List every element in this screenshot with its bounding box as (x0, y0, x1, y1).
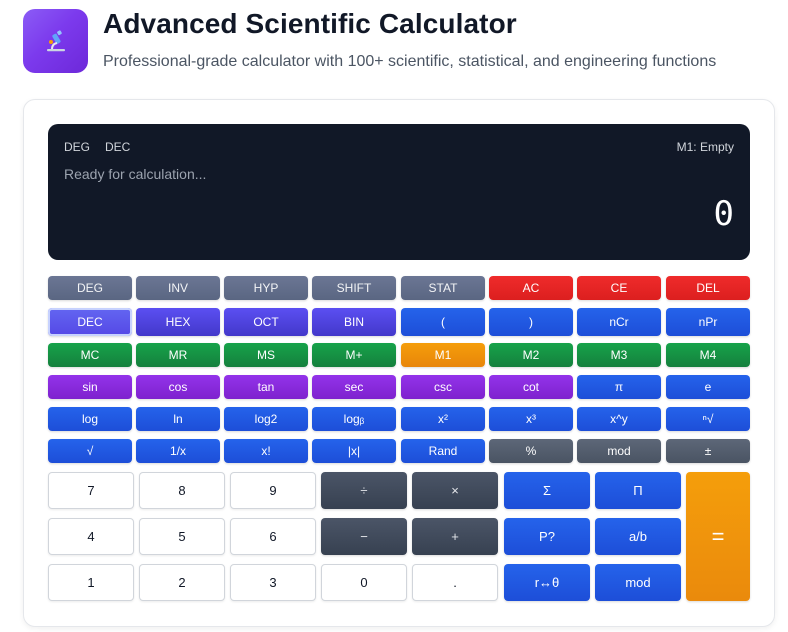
digit-7-button[interactable]: 7 (48, 472, 134, 509)
log2-button[interactable]: log2 (224, 407, 308, 431)
cos-button[interactable]: cos (136, 375, 220, 399)
page-title: Advanced Scientific Calculator (103, 8, 517, 39)
npr-button[interactable]: nPr (666, 308, 750, 336)
page-subtitle: Professional-grade calculator with 100+ … (103, 53, 717, 70)
digit-4-button[interactable]: 4 (48, 518, 134, 555)
digit-2-button[interactable]: 2 (139, 564, 225, 601)
inv-button[interactable]: INV (136, 276, 220, 300)
mod-button[interactable]: mod (577, 439, 661, 463)
tan-button[interactable]: tan (224, 375, 308, 399)
product-button[interactable]: Π (595, 472, 681, 509)
factorial-button[interactable]: x! (224, 439, 308, 463)
sin-button[interactable]: sin (48, 375, 132, 399)
digit-0-button[interactable]: 0 (321, 564, 407, 601)
sqrt-button[interactable]: √ (48, 439, 132, 463)
microscope-icon (43, 28, 69, 54)
memory-store-button[interactable]: MS (224, 343, 308, 367)
result-value: 0 (713, 194, 734, 234)
memory-slot-1-button[interactable]: M1 (401, 343, 485, 367)
all-clear-button[interactable]: AC (489, 276, 573, 300)
clear-entry-button[interactable]: CE (577, 276, 661, 300)
close-paren-button[interactable]: ) (489, 308, 573, 336)
digit-3-button[interactable]: 3 (230, 564, 316, 601)
app-logo (23, 9, 88, 73)
dec-base-button[interactable]: DEC (48, 308, 132, 336)
deg-mode-button[interactable]: DEG (48, 276, 132, 300)
fraction-button[interactable]: a/b (595, 518, 681, 555)
oct-base-button[interactable]: OCT (224, 308, 308, 336)
csc-button[interactable]: csc (401, 375, 485, 399)
cube-button[interactable]: x³ (489, 407, 573, 431)
percent-button[interactable]: % (489, 439, 573, 463)
calculator-display: DEG DEC M1: Empty Ready for calculation.… (48, 124, 750, 260)
prime-check-button[interactable]: P? (504, 518, 590, 555)
abs-button[interactable]: |x| (312, 439, 396, 463)
delete-button[interactable]: DEL (666, 276, 750, 300)
modulo-key-button[interactable]: mod (595, 564, 681, 601)
memory-slot-3-button[interactable]: M3 (577, 343, 661, 367)
memory-slot-4-button[interactable]: M4 (666, 343, 750, 367)
decimal-point-button[interactable]: . (412, 564, 498, 601)
digit-5-button[interactable]: 5 (139, 518, 225, 555)
memory-slot-2-button[interactable]: M2 (489, 343, 573, 367)
memory-add-button[interactable]: M+ (312, 343, 396, 367)
angle-mode-indicator: DEG (64, 140, 91, 154)
digit-1-button[interactable]: 1 (48, 564, 134, 601)
pi-button[interactable]: π (577, 375, 661, 399)
memory-recall-button[interactable]: MR (136, 343, 220, 367)
digit-6-button[interactable]: 6 (230, 518, 316, 555)
subtract-button[interactable]: − (321, 518, 407, 555)
square-button[interactable]: x² (401, 407, 485, 431)
log-base-button[interactable]: logᵦ (312, 407, 396, 431)
number-base-indicator: DEC (105, 140, 131, 154)
digit-9-button[interactable]: 9 (230, 472, 316, 509)
sec-button[interactable]: sec (312, 375, 396, 399)
divide-button[interactable]: ÷ (321, 472, 407, 509)
expression-line: Ready for calculation... (64, 166, 207, 182)
sum-button[interactable]: Σ (504, 472, 590, 509)
ln-button[interactable]: ln (136, 407, 220, 431)
plus-minus-button[interactable]: ± (666, 439, 750, 463)
polar-rect-button[interactable]: r↔θ (504, 564, 590, 601)
random-button[interactable]: Rand (401, 439, 485, 463)
memory-status: M1: Empty (676, 140, 734, 154)
add-button[interactable]: + (412, 518, 498, 555)
memory-clear-button[interactable]: MC (48, 343, 132, 367)
hex-base-button[interactable]: HEX (136, 308, 220, 336)
log-button[interactable]: log (48, 407, 132, 431)
digit-8-button[interactable]: 8 (139, 472, 225, 509)
open-paren-button[interactable]: ( (401, 308, 485, 336)
stat-button[interactable]: STAT (401, 276, 485, 300)
nth-root-button[interactable]: ⁿ√ (666, 407, 750, 431)
cot-button[interactable]: cot (489, 375, 573, 399)
equals-button[interactable]: = (686, 472, 750, 601)
shift-button[interactable]: SHIFT (312, 276, 396, 300)
hyp-button[interactable]: HYP (224, 276, 308, 300)
euler-button[interactable]: e (666, 375, 750, 399)
power-button[interactable]: x^y (577, 407, 661, 431)
multiply-button[interactable]: × (412, 472, 498, 509)
reciprocal-button[interactable]: 1/x (136, 439, 220, 463)
ncr-button[interactable]: nCr (577, 308, 661, 336)
bin-base-button[interactable]: BIN (312, 308, 396, 336)
